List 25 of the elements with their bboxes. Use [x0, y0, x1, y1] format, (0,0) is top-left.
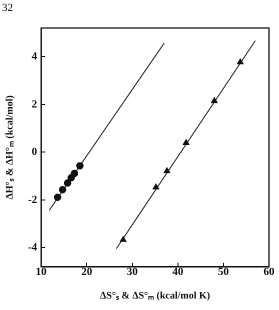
- x-tick-label: 30: [126, 266, 138, 278]
- y-tick-label: -2: [28, 194, 38, 206]
- y-tick-label: 4: [32, 50, 38, 62]
- x-tick-label: 50: [218, 266, 230, 278]
- y-tick-label: 2: [32, 98, 38, 110]
- point: [70, 170, 78, 178]
- x-tick-label: 20: [81, 266, 93, 278]
- point: [54, 194, 62, 202]
- x-tick-label: 40: [172, 266, 184, 278]
- point: [182, 139, 190, 145]
- point: [211, 97, 218, 104]
- point: [76, 162, 84, 170]
- x-axis-title: ΔS°ₛ & ΔS°ₘ (kcal/mol K): [100, 290, 210, 302]
- y-tick-label: -4: [28, 242, 38, 254]
- point: [64, 179, 72, 187]
- y-axis-title: ΔH°ₛ & ΔH°ₘ (kcal/mol): [4, 95, 16, 200]
- point: [237, 58, 244, 64]
- x-tick-label: 10: [36, 266, 48, 278]
- text: 32: [2, 2, 13, 14]
- point: [120, 236, 126, 242]
- x-tick-label: 60: [264, 266, 275, 278]
- point: [164, 167, 170, 174]
- point: [152, 184, 160, 190]
- y-tick-label: 0: [32, 146, 38, 158]
- point: [58, 186, 66, 194]
